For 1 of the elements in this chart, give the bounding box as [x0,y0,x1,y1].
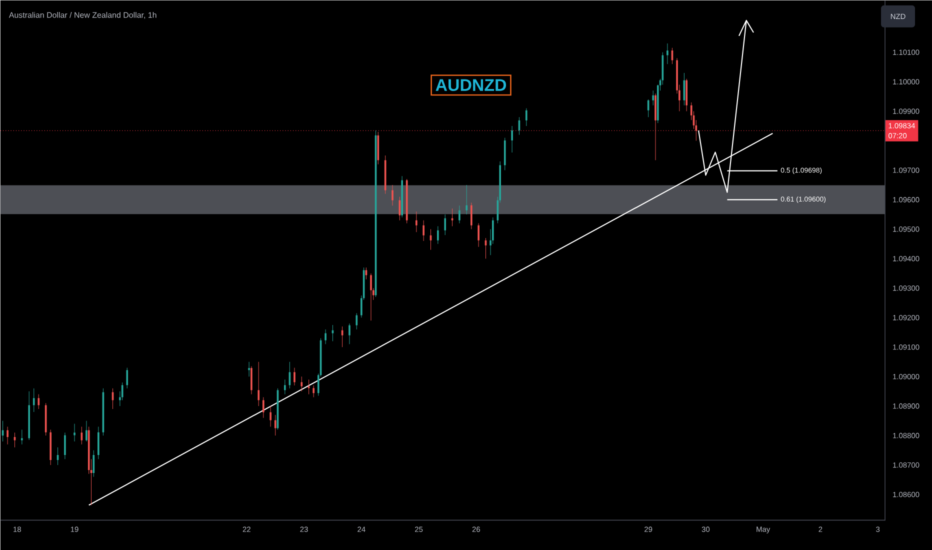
annotation: AUDNZD [436,79,506,91]
